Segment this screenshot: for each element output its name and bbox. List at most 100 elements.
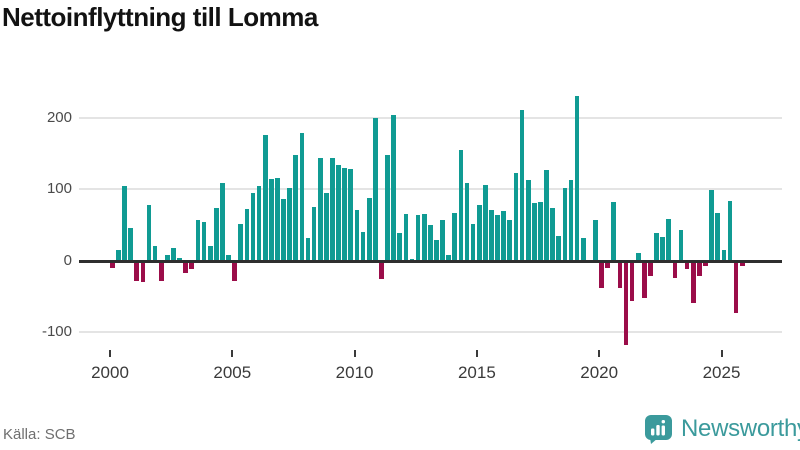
- x-tick: [720, 350, 723, 357]
- bar-2021-q4: [642, 260, 647, 298]
- bar-2005-q1: [232, 260, 237, 281]
- bar-2021-q3: [635, 252, 641, 261]
- bar-2022-q4: [666, 219, 672, 261]
- bar-2012-q4: [421, 214, 427, 261]
- bar-2018-q2: [556, 236, 562, 261]
- bar-2018-q3: [562, 188, 568, 261]
- bar-2025-q1: [721, 249, 727, 261]
- bar-2017-q1: [525, 179, 531, 261]
- bar-2019-q4: [593, 220, 598, 261]
- x-tick-label: 2020: [580, 363, 619, 382]
- bar-2014-q2: [458, 150, 464, 261]
- bar-2016-q3: [513, 172, 519, 261]
- source-label: Källa: SCB: [3, 426, 76, 443]
- bar-2022-q1: [648, 260, 653, 276]
- bar-2016-q2: [507, 220, 513, 261]
- x-tick-label: 2000: [91, 363, 129, 382]
- bar-2011-q1: [379, 260, 384, 280]
- gridline-200: [79, 116, 782, 119]
- bar-2016-q4: [519, 110, 525, 261]
- bar-2022-q3: [660, 236, 666, 261]
- bar-2008-q1: [305, 237, 311, 261]
- gridline--100: [79, 331, 782, 333]
- bar-2007-q1: [281, 199, 286, 261]
- bar-2023-q2: [678, 230, 684, 261]
- x-tick: [475, 350, 478, 357]
- bar-2017-q3: [538, 201, 543, 261]
- newsworthy-wordmark: Newsworthy: [681, 415, 800, 442]
- bar-2014-q4: [470, 224, 476, 261]
- bar-2006-q1: [256, 186, 262, 261]
- bar-2024-q3: [709, 190, 714, 261]
- x-tick: [353, 350, 356, 357]
- bar-2012-q3: [415, 215, 421, 261]
- bar-2009-q3: [342, 167, 348, 261]
- bar-2010-q2: [360, 231, 366, 261]
- bar-2010-q3: [366, 197, 372, 261]
- bar-2025-q4: [739, 260, 745, 267]
- bar-2014-q3: [464, 182, 470, 261]
- bar-2023-q4: [690, 260, 696, 303]
- x-tick-label: 2015: [457, 363, 496, 382]
- bar-2017-q4: [544, 169, 549, 261]
- bar-2003-q3: [195, 219, 201, 261]
- bar-2024-q4: [715, 213, 721, 261]
- x-tick: [109, 350, 111, 357]
- bar-2008-q3: [317, 158, 323, 261]
- bar-2023-q3: [684, 260, 690, 270]
- newsworthy-logo-link[interactable]: Newsworthy: [644, 414, 800, 444]
- bar-2020-q3: [611, 201, 617, 261]
- bar-2019-q2: [580, 237, 586, 261]
- bar-2004-q4: [226, 255, 231, 261]
- bar-2009-q1: [330, 158, 335, 261]
- bar-2011-q4: [397, 233, 403, 261]
- y-tick-label: -100: [41, 323, 72, 340]
- bar-2006-q3: [268, 178, 274, 261]
- bar-2017-q2: [531, 203, 537, 261]
- bar-2015-q2: [483, 185, 488, 261]
- bar-2005-q2: [238, 224, 244, 261]
- bar-2025-q2: [727, 201, 733, 261]
- bar-2001-q4: [152, 246, 158, 261]
- bar-2015-q3: [489, 209, 494, 261]
- x-tick-label: 2010: [335, 363, 374, 382]
- bar-2007-q3: [293, 155, 299, 261]
- bar-2011-q3: [391, 114, 396, 261]
- bar-2009-q2: [336, 164, 341, 261]
- newsworthy-logo-icon: [644, 414, 674, 444]
- bar-2022-q2: [654, 233, 659, 261]
- bar-2020-q2: [605, 260, 610, 269]
- bar-2001-q2: [140, 260, 146, 282]
- bar-2006-q4: [275, 177, 280, 261]
- bar-2016-q1: [501, 211, 507, 261]
- bar-2004-q3: [220, 183, 225, 261]
- bar-2001-q1: [134, 260, 140, 281]
- bar-2004-q1: [207, 246, 213, 261]
- bar-2021-q2: [629, 260, 635, 301]
- x-tick: [231, 350, 234, 357]
- bar-2023-q1: [672, 260, 678, 278]
- chart-title: Nettoinflyttning till Lomma: [2, 2, 318, 32]
- bar-2006-q2: [262, 134, 268, 261]
- bar-2007-q2: [287, 187, 293, 261]
- bar-2024-q1: [697, 260, 702, 277]
- y-tick-label: 100: [46, 180, 72, 197]
- bar-2005-q4: [250, 193, 256, 261]
- bar-2002-q4: [177, 257, 182, 261]
- bar-2000-q3: [122, 186, 127, 261]
- bar-2014-q1: [452, 213, 458, 261]
- y-tick-label: 0: [63, 251, 72, 269]
- bar-2002-q2: [165, 254, 170, 261]
- bar-2003-q4: [201, 221, 207, 261]
- bar-2008-q4: [324, 193, 329, 261]
- bar-2013-q1: [427, 224, 433, 261]
- bar-2009-q4: [348, 168, 354, 261]
- bar-2010-q4: [372, 118, 378, 261]
- bar-2013-q3: [440, 219, 445, 261]
- x-tick: [598, 350, 601, 357]
- x-axis-zero-line: [79, 259, 782, 263]
- bar-2010-q1: [354, 209, 360, 261]
- bar-2000-q1: [110, 260, 115, 269]
- y-tick-label: 200: [46, 108, 72, 126]
- bar-2018-q1: [550, 207, 555, 261]
